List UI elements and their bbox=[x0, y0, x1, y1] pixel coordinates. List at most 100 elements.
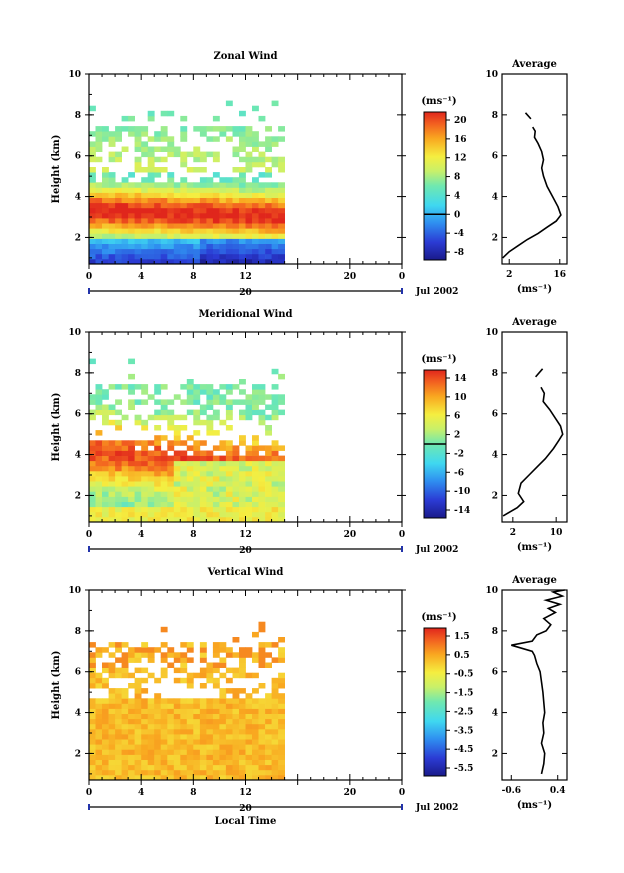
heatmap-cell bbox=[89, 754, 96, 760]
heatmap-cell bbox=[147, 110, 155, 117]
heatmap-cell bbox=[278, 243, 285, 250]
heatmap-cell bbox=[186, 516, 194, 523]
heatmap-cell bbox=[199, 248, 207, 255]
heatmap-cell bbox=[206, 192, 214, 198]
heatmap-cell bbox=[173, 718, 181, 725]
heatmap-cell bbox=[154, 455, 162, 462]
heatmap-cell bbox=[271, 460, 279, 467]
heatmap-cell bbox=[141, 703, 149, 709]
heatmap-cell bbox=[206, 399, 214, 405]
heatmap-cell bbox=[154, 744, 162, 750]
heatmap-cell bbox=[245, 233, 253, 239]
heatmap-cell bbox=[258, 703, 266, 709]
heatmap-cell bbox=[225, 100, 233, 107]
heatmap-cell bbox=[154, 243, 162, 250]
heatmap-cell bbox=[128, 683, 135, 689]
heatmap-cell bbox=[219, 693, 227, 699]
average-profile-line bbox=[511, 589, 565, 775]
heatmap-cell bbox=[160, 384, 168, 390]
heatmap-cell bbox=[278, 207, 285, 214]
heatmap-cell bbox=[258, 248, 266, 255]
heatmap-cell bbox=[95, 248, 103, 255]
heatmap-cell bbox=[102, 662, 109, 668]
heatmap-cell bbox=[115, 192, 122, 198]
heatmap-cell bbox=[199, 167, 207, 173]
heatmap-cell bbox=[180, 218, 188, 224]
heatmap-cell bbox=[206, 718, 214, 725]
heatmap-cell bbox=[160, 243, 168, 250]
heatmap-cell bbox=[121, 501, 129, 508]
heatmap-cell bbox=[95, 481, 103, 487]
heatmap-cell bbox=[258, 399, 266, 405]
heatmap-cell bbox=[160, 713, 168, 720]
heatmap-cell bbox=[121, 177, 129, 183]
heatmap-cell bbox=[121, 146, 129, 152]
heatmap-cell bbox=[212, 677, 220, 684]
heatmap-cell bbox=[239, 136, 246, 142]
heatmap-cell bbox=[108, 481, 116, 487]
heatmap-cell bbox=[102, 419, 109, 426]
heatmap-cell bbox=[225, 769, 233, 776]
heatmap-cell bbox=[160, 248, 168, 255]
heatmap-cell bbox=[89, 258, 96, 265]
heatmap-cell bbox=[128, 734, 135, 740]
heatmap-cell bbox=[180, 399, 188, 405]
heatmap-cell bbox=[239, 774, 246, 781]
heatmap-cell bbox=[239, 516, 246, 523]
heatmap-cell bbox=[206, 662, 214, 668]
heatmap-cell bbox=[265, 642, 272, 648]
heatmap-cell bbox=[219, 672, 227, 679]
heatmap-cell bbox=[95, 486, 103, 492]
heatmap-cell bbox=[95, 749, 103, 755]
day-label: 20 bbox=[239, 288, 252, 298]
heatmap-cell bbox=[212, 445, 220, 451]
heatmap-cell bbox=[252, 187, 259, 193]
heatmap-cell bbox=[180, 667, 188, 674]
heatmap-cell bbox=[147, 243, 155, 250]
heatmap-cell bbox=[239, 491, 246, 497]
heatmap-cell bbox=[258, 516, 266, 523]
heatmap-cell bbox=[212, 718, 220, 725]
heatmap-cell bbox=[278, 672, 285, 679]
heatmap-cell bbox=[121, 182, 129, 188]
heatmap-cell bbox=[134, 233, 142, 239]
heatmap-cell bbox=[239, 465, 246, 472]
heatmap-cell bbox=[89, 481, 96, 487]
heatmap-cell bbox=[108, 182, 116, 188]
heatmap-cell bbox=[134, 511, 142, 518]
heatmap-cell bbox=[115, 465, 122, 472]
heatmap-cell bbox=[278, 506, 285, 513]
heatmap-cell bbox=[180, 657, 188, 663]
heatmap-cell bbox=[265, 450, 272, 456]
heatmap-cell bbox=[265, 734, 272, 740]
heatmap-cell bbox=[128, 506, 135, 513]
heatmap-cell bbox=[160, 460, 168, 467]
heatmap-cell bbox=[265, 430, 272, 436]
heatmap-cell bbox=[186, 192, 194, 198]
heatmap-cell bbox=[89, 141, 96, 147]
heatmap-cell bbox=[193, 212, 201, 219]
heatmap-cell bbox=[147, 115, 155, 122]
heatmap-cell bbox=[147, 218, 155, 224]
heatmap-cell bbox=[212, 481, 220, 487]
heatmap-cell bbox=[89, 182, 96, 188]
heatmap-cell bbox=[206, 243, 214, 250]
heatmap-cell bbox=[180, 151, 188, 158]
heatmap-cell bbox=[225, 258, 233, 265]
heatmap-cell bbox=[186, 486, 194, 492]
heatmap-cell bbox=[147, 470, 155, 477]
heatmap-cell bbox=[225, 496, 233, 502]
heatmap-cell bbox=[199, 759, 207, 766]
heatmap-cell bbox=[239, 703, 246, 709]
heatmap-cell bbox=[199, 228, 207, 234]
heatmap-cell bbox=[128, 187, 135, 193]
panel-title: Vertical Wind bbox=[207, 567, 284, 578]
heatmap-cell bbox=[173, 187, 181, 193]
heatmap-cell bbox=[180, 481, 188, 487]
heatmap-cell bbox=[265, 754, 272, 760]
heatmap-cell bbox=[193, 218, 201, 224]
heatmap-cell bbox=[206, 672, 214, 679]
heatmap-cell bbox=[232, 207, 240, 214]
heatmap-cell bbox=[95, 511, 103, 518]
heatmap-cell bbox=[193, 672, 201, 679]
